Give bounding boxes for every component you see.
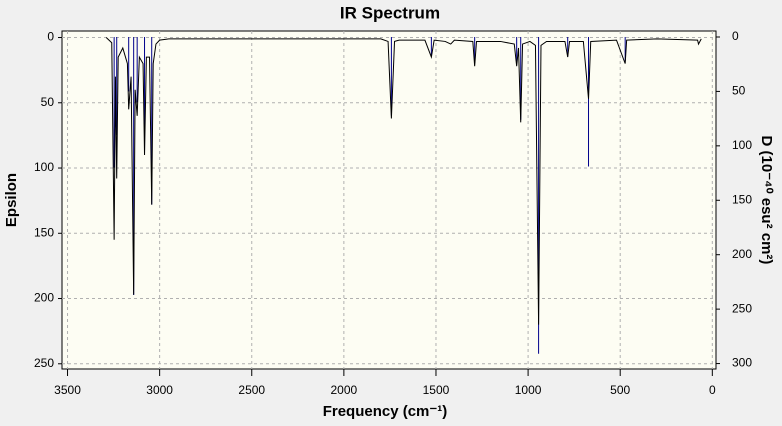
y-tick-label: 250	[34, 356, 54, 370]
y2-tick-label: 250	[732, 301, 752, 315]
y-tick-label: 150	[34, 225, 54, 239]
x-tick-label: 2000	[331, 383, 358, 397]
x-tick-label: 1000	[515, 383, 542, 397]
y2-tick-label: 200	[732, 247, 752, 261]
y-tick-label: 50	[41, 95, 55, 109]
x-tick-label: 500	[610, 383, 630, 397]
chart-title: IR Spectrum	[340, 3, 440, 22]
x-axis-label: Frequency (cm⁻¹)	[323, 403, 448, 420]
y2-tick-label: 300	[732, 356, 752, 370]
y-tick-label: 0	[47, 30, 54, 44]
x-tick-label: 3000	[146, 383, 173, 397]
y2-axis-label: D (10⁻⁴⁰ esu² cm²)	[758, 136, 775, 265]
plot-area	[61, 30, 717, 370]
x-tick-label: 2500	[238, 383, 265, 397]
y2-tick-label: 150	[732, 192, 752, 206]
x-tick-label: 3500	[54, 383, 81, 397]
spectrum-line	[105, 37, 702, 325]
x-tick-label: 0	[709, 383, 716, 397]
y2-tick-label: 0	[732, 29, 739, 43]
y2-tick-label: 100	[732, 138, 752, 152]
y-axis-label: Epsilon	[3, 173, 20, 227]
y2-tick-label: 50	[732, 84, 746, 98]
x-tick-label: 1500	[423, 383, 450, 397]
y-tick-label: 100	[34, 160, 54, 174]
y-tick-label: 200	[34, 291, 54, 305]
